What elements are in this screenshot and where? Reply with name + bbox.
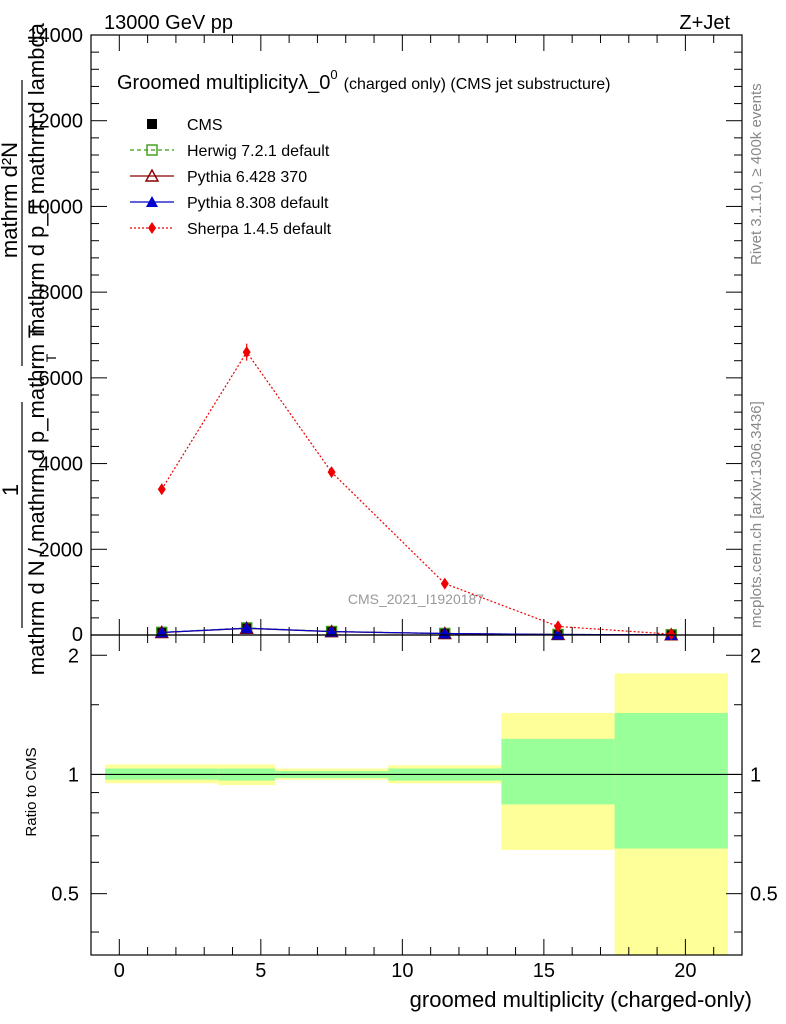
data-point-sherpa [242, 346, 251, 359]
data-point-sherpa [157, 483, 166, 496]
y-label-fraction-bottom: mathrm d p_T mathrm d lambda [24, 22, 49, 337]
x-axis-label: groomed multiplicity (charged-only) [410, 987, 752, 1012]
series-sherpa [157, 343, 676, 641]
plot-title-sub: (charged only) (CMS jet substructure) [344, 76, 611, 93]
main-ytick-label: 2000 [39, 539, 84, 561]
main-ytick-label: 8000 [39, 282, 84, 304]
y-label-fraction-top: mathrm d²N [0, 142, 22, 258]
ratio-xtick-label: 0 [114, 960, 125, 982]
main-ytick-label: 14000 [27, 25, 83, 47]
data-point-sherpa [440, 577, 449, 590]
series-pythia8 [155, 622, 678, 640]
legend-marker-pythia6 [144, 168, 160, 182]
ratio-ytick-label: 0.5 [51, 884, 79, 906]
rivet-label: Rivet 3.1.10, ≥ 400k events [748, 83, 765, 265]
legend-label-herwig: Herwig 7.2.1 default [187, 143, 330, 160]
ratio-ytick-label-right: 1 [750, 764, 761, 786]
main-ytick-label-zero: 0 [72, 624, 83, 646]
mcplots-label: mcplots.cern.ch [arXiv:1306.3436] [748, 401, 765, 628]
y-label-subscript: T [43, 353, 59, 362]
legend-label-sherpa: Sherpa 1.4.5 default [187, 221, 332, 238]
data-point-sherpa [667, 628, 676, 641]
ratio-ytick-label-right: 0.5 [750, 884, 778, 906]
legend-label-pythia8: Pythia 8.308 default [187, 195, 329, 212]
ratio-frame [90, 634, 743, 956]
ratio-xtick-label: 10 [391, 960, 413, 982]
y-label-denominator: mathrm d N / mathrm d p_mathrm T [24, 325, 49, 675]
legend-marker-herwig [146, 144, 158, 156]
plot-title-sup: 0 [330, 67, 337, 82]
data-point-pythia8 [552, 628, 565, 640]
main-ytick-label: 6000 [39, 368, 84, 390]
legend-marker-cms [147, 119, 157, 129]
main-plot: 20004000600080001000012000140000Groomed … [0, 22, 743, 675]
data-point-pythia8 [325, 625, 338, 637]
plot-title-main: Groomed multiplicityλ_0 [117, 72, 330, 94]
plot-title: Groomed multiplicityλ_00 (charged only) (… [117, 67, 610, 94]
ratio-band-green-4 [501, 738, 615, 805]
watermark: CMS_2021_I1920187 [348, 591, 484, 607]
ratio-band-green-5 [614, 712, 728, 849]
data-point-sherpa [327, 466, 336, 479]
main-ytick-label: 10000 [27, 196, 83, 218]
legend-marker-pythia8 [146, 196, 158, 207]
ratio-xtick-label: 5 [255, 960, 266, 982]
main-y-axis-label: 1 mathrm d N / mathrm d p_mathrm Tmathrm … [0, 22, 59, 675]
legend-marker-sherpa [148, 222, 156, 234]
legend-label-cms: CMS [187, 117, 223, 134]
data-point-pythia8 [240, 622, 253, 634]
energy-label: 13000 GeV pp [104, 12, 233, 34]
legend: CMS Herwig 7.2.1 default Pythia 6.428 370 P… [130, 117, 332, 238]
process-label: Z+Jet [679, 12, 730, 34]
series-herwig [156, 622, 677, 641]
ratio-xtick-label: 20 [674, 960, 696, 982]
ratio-xtick-label: 15 [533, 960, 555, 982]
data-point-sherpa [554, 620, 563, 633]
legend-label-pythia6: Pythia 6.428 370 [187, 169, 307, 186]
series-pythia6 [154, 620, 679, 641]
main-ytick-label: 12000 [27, 111, 83, 133]
main-ytick-label: 4000 [39, 454, 84, 476]
ratio-y-axis-label: Ratio to CMS [23, 747, 40, 836]
y-label-numerator: 1 [0, 484, 23, 496]
ratio-ytick-label: 1 [68, 764, 79, 786]
ratio-ytick-label-right: 2 [750, 645, 761, 667]
series-cms [156, 623, 677, 640]
data-point-pythia8 [438, 627, 451, 639]
ratio-ytick-label: 2 [68, 645, 79, 667]
